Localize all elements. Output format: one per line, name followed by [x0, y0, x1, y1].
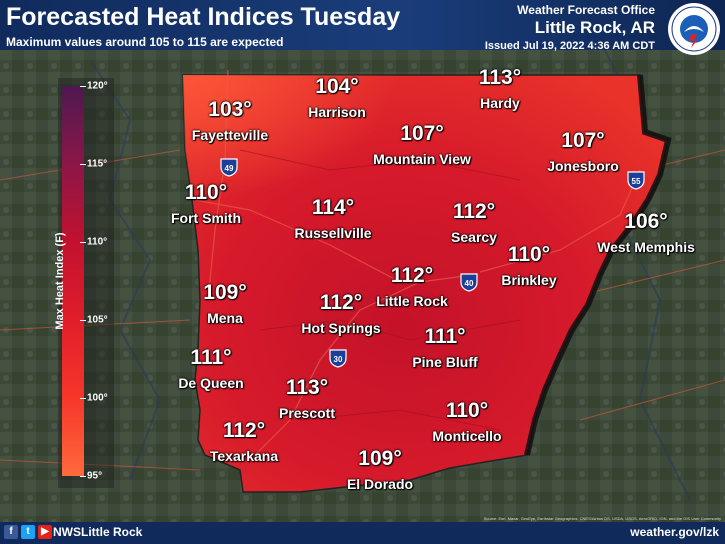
interstate-30-shield-icon: 30: [329, 349, 347, 368]
website-link[interactable]: weather.gov/lzk: [630, 525, 719, 539]
legend-tick-mark: [80, 398, 86, 399]
interstate-40-label: 40: [465, 279, 474, 288]
city-heat-index-value: 103°: [208, 98, 252, 121]
city-label: 109° Mena: [203, 281, 246, 326]
social-icons: f t ▶: [4, 525, 52, 539]
city-name: Searcy: [451, 229, 497, 245]
city-heat-index-value: 113°: [285, 376, 329, 399]
city-label: 112° Little Rock: [376, 264, 448, 309]
city-name: Mountain View: [373, 151, 471, 167]
legend-tick-mark: [80, 164, 86, 165]
city-label: 107° Jonesboro: [547, 129, 619, 174]
office-label: Weather Forecast Office: [517, 3, 655, 17]
legend-title: Max Heat Index (F): [54, 232, 66, 330]
city-heat-index-value: 112°: [222, 419, 266, 442]
city-label: 110° Fort Smith: [171, 181, 241, 226]
city-name: Harrison: [308, 104, 366, 120]
city-name: Little Rock: [376, 293, 448, 309]
city-heat-index-value: 110°: [445, 399, 489, 422]
office-info: Weather Forecast Office Little Rock, AR …: [485, 3, 655, 52]
issued-timestamp: Issued Jul 19, 2022 4:36 AM CDT: [484, 40, 655, 52]
legend-tick-label: 110°: [87, 236, 108, 248]
header-bar: [0, 0, 725, 50]
legend-tick-mark: [80, 86, 86, 87]
city-heat-index-value: 111°: [424, 325, 466, 348]
city-label: 114° Russellville: [294, 196, 371, 241]
city-name: Fort Smith: [171, 210, 241, 226]
interstate-49-shield-icon: 49: [220, 158, 238, 177]
city-heat-index-value: 109°: [203, 281, 247, 304]
city-name: Brinkley: [501, 272, 557, 288]
city-heat-index-value: 114°: [311, 196, 355, 219]
city-heat-index-value: 112°: [319, 291, 363, 314]
legend-color-scale: [62, 86, 84, 476]
legend-tick-label: 115°: [87, 158, 108, 170]
map-credits: Source: Esri, Maxar, GeoEye, Earthstar G…: [483, 516, 721, 521]
city-name: Jonesboro: [547, 158, 619, 174]
city-label: 111° De Queen: [178, 346, 243, 391]
city-heat-index-value: 111°: [190, 346, 232, 369]
city-name: Prescott: [278, 405, 336, 421]
city-heat-index-value: 113°: [478, 66, 522, 89]
city-name: Hardy: [480, 95, 520, 111]
interstate-55-label: 55: [632, 177, 641, 186]
city-name: Pine Bluff: [412, 354, 478, 370]
city-heat-index-value: 112°: [452, 200, 496, 223]
legend-tick-label: 100°: [87, 392, 108, 404]
city-heat-index-value: 110°: [507, 243, 551, 266]
city-label: 113° Prescott: [279, 376, 335, 421]
legend-tick-mark: [80, 476, 86, 477]
twitter-icon[interactable]: t: [21, 525, 35, 539]
city-name: Texarkana: [209, 448, 279, 464]
city-label: 107° Mountain View: [373, 122, 471, 167]
legend-tick-mark: [80, 320, 86, 321]
youtube-icon[interactable]: ▶: [38, 525, 52, 539]
legend-tick-label: 95°: [87, 470, 103, 482]
city-label: 112° Searcy: [451, 200, 497, 245]
city-label: 104° Harrison: [308, 75, 366, 120]
city-heat-index-value: 109°: [358, 447, 402, 470]
city-label: 103° Fayetteville: [192, 98, 268, 143]
city-heat-index-value: 104°: [315, 75, 359, 98]
city-label: 109° El Dorado: [347, 447, 413, 492]
city-heat-index-value: 107°: [561, 129, 605, 152]
interstate-55-shield-icon: 55: [627, 171, 645, 190]
city-name: Russellville: [294, 225, 372, 241]
city-name: El Dorado: [346, 476, 414, 492]
city-name: Mena: [207, 310, 243, 326]
city-name: De Queen: [178, 375, 244, 391]
city-name: West Memphis: [597, 239, 695, 255]
office-location: Little Rock, AR: [534, 18, 655, 37]
city-label: 110° Brinkley: [501, 243, 556, 288]
interstate-49-label: 49: [225, 164, 234, 173]
interstate-30-label: 30: [334, 355, 343, 364]
city-label: 111° Pine Bluff: [412, 325, 477, 370]
nws-logo-icon: [668, 3, 720, 55]
city-label: 113° Hardy: [479, 66, 521, 111]
city-name: Hot Springs: [301, 320, 381, 336]
legend-tick-label: 105°: [87, 314, 108, 326]
city-heat-index-value: 106°: [624, 210, 668, 233]
city-name: Fayetteville: [191, 127, 269, 143]
page-subtitle: Maximum values around 105 to 115 are exp…: [6, 35, 284, 49]
city-label: 106° West Memphis: [597, 210, 695, 255]
city-heat-index-value: 110°: [184, 181, 228, 204]
legend-tick-mark: [80, 242, 86, 243]
city-label: 110° Monticello: [432, 399, 501, 444]
city-name: Monticello: [432, 428, 502, 444]
social-handle[interactable]: NWSLittle Rock: [53, 525, 143, 539]
city-heat-index-value: 107°: [400, 122, 444, 145]
city-label: 112° Texarkana: [210, 419, 278, 464]
city-heat-index-value: 112°: [390, 264, 434, 287]
legend-tick-label: 120°: [87, 80, 108, 92]
interstate-40-shield-icon: 40: [460, 273, 478, 292]
footer-bar: [0, 522, 725, 544]
page-title: Forecasted Heat Indices Tuesday: [6, 3, 401, 31]
facebook-icon[interactable]: f: [4, 525, 18, 539]
city-label: 112° Hot Springs: [301, 291, 380, 336]
